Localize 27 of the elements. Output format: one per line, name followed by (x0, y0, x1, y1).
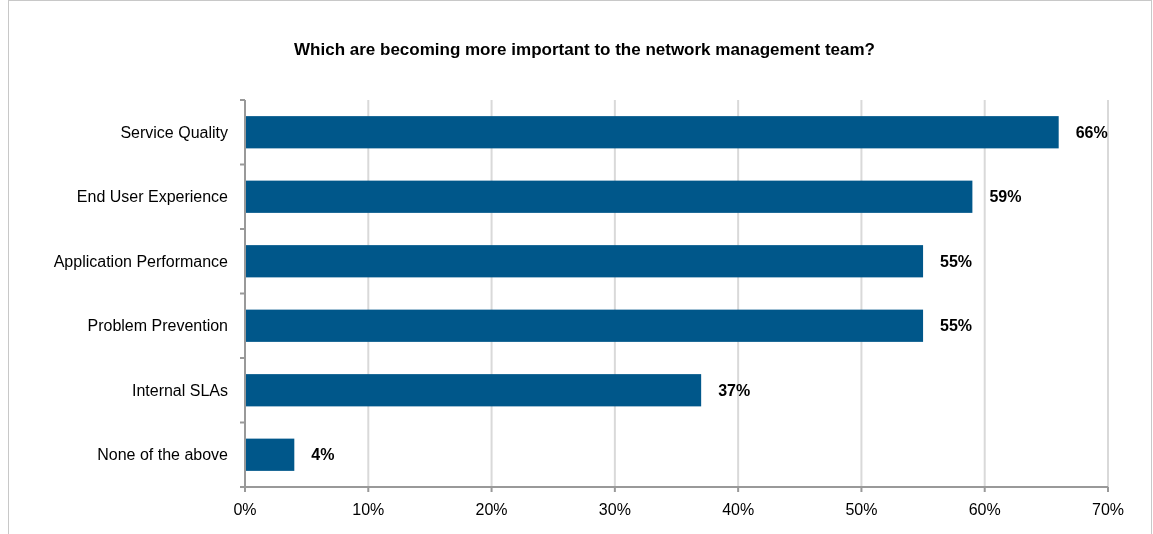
x-tick-label: 50% (845, 501, 878, 518)
data-label: 4% (311, 446, 335, 464)
bar (245, 245, 924, 278)
x-tick-label: 10% (352, 501, 385, 518)
data-label: 37% (718, 381, 751, 399)
x-tick-label: 20% (475, 501, 508, 518)
bar (245, 180, 973, 213)
x-tick-label: 40% (722, 501, 755, 518)
x-tick-label: 70% (1091, 501, 1125, 518)
x-tick-label: 60% (968, 501, 1001, 518)
chart-title: Which are becoming more important to the network management team? (294, 40, 875, 59)
y-tick-label: Problem Prevention (87, 317, 228, 335)
data-label: 66% (1075, 123, 1108, 141)
data-label: 59% (989, 188, 1022, 206)
y-tick-label: None of the above (97, 446, 229, 464)
y-tick-label: Internal SLAs (131, 381, 228, 399)
bar (245, 309, 924, 342)
data-label: 55% (940, 252, 973, 270)
x-tick-label: 0% (233, 501, 257, 518)
y-tick-label: End User Experience (76, 188, 229, 206)
data-label: 55% (940, 317, 973, 335)
y-tick-label: Service Quality (120, 123, 228, 141)
y-tick-label: Application Performance (53, 252, 229, 270)
bar (245, 116, 1059, 149)
x-tick-label: 30% (598, 501, 631, 518)
bar (245, 438, 295, 471)
bar (245, 374, 702, 407)
